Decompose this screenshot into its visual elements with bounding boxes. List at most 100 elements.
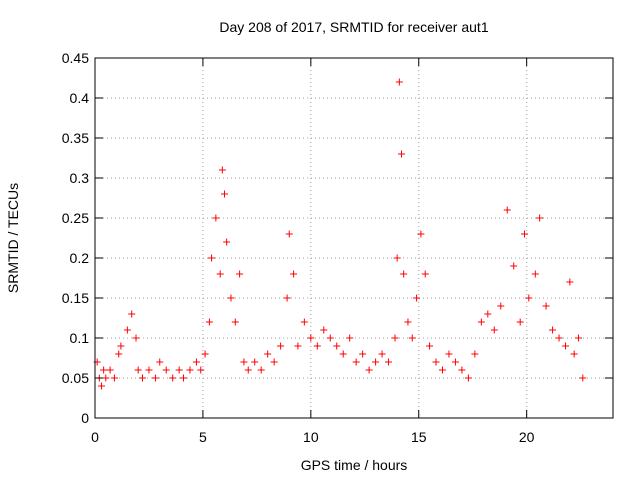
chart-title: Day 208 of 2017, SRMTID for receiver aut…: [219, 19, 488, 35]
data-point: [179, 374, 187, 382]
y-axis-label: SRMTID / TECUs: [5, 183, 21, 293]
data-point: [510, 262, 518, 270]
data-point: [352, 358, 360, 366]
data-point: [579, 374, 587, 382]
data-point: [208, 254, 216, 262]
data-point: [445, 350, 453, 358]
data-point: [128, 310, 136, 318]
y-tick-label: 0.05: [62, 370, 89, 386]
data-point: [490, 326, 498, 334]
data-point: [162, 366, 170, 374]
y-tick-label: 0.45: [62, 50, 89, 66]
x-tick-label: 10: [303, 429, 319, 445]
data-point: [257, 366, 265, 374]
data-point: [277, 342, 285, 350]
data-point: [397, 150, 405, 158]
data-point: [138, 374, 146, 382]
data-point: [186, 366, 194, 374]
axis-ticks: 0 0.05 0.1 0.15 0.2 0.25 0.3 0.35 0.4 0.45 0 5 10 15 2…: [62, 50, 613, 445]
data-point: [516, 318, 524, 326]
data-point: [132, 334, 140, 342]
data-point: [555, 334, 563, 342]
data-point: [201, 350, 209, 358]
data-point: [251, 358, 259, 366]
data-point: [426, 342, 434, 350]
data-point: [216, 270, 224, 278]
data-point: [123, 326, 131, 334]
data-point: [110, 374, 118, 382]
data-point: [205, 318, 213, 326]
data-point: [574, 334, 582, 342]
data-point: [270, 358, 278, 366]
data-point: [408, 334, 416, 342]
data-point: [300, 318, 308, 326]
data-point: [570, 350, 578, 358]
data-point: [339, 350, 347, 358]
data-point: [264, 350, 272, 358]
data-point: [365, 366, 373, 374]
data-point: [531, 270, 539, 278]
plot-frame: [94, 57, 614, 419]
data-point: [313, 342, 321, 350]
data-point: [169, 374, 177, 382]
data-point: [117, 342, 125, 350]
data-point: [294, 342, 302, 350]
data-point: [283, 294, 291, 302]
y-tick-label: 0.1: [70, 330, 90, 346]
data-point: [400, 270, 408, 278]
y-tick-label: 0: [81, 410, 89, 426]
data-point: [97, 382, 105, 390]
x-tick-label: 0: [91, 429, 99, 445]
data-point: [100, 366, 108, 374]
data-point: [197, 366, 205, 374]
data-point: [503, 206, 511, 214]
data-point: [438, 366, 446, 374]
x-tick-label: 5: [199, 429, 207, 445]
data-point: [471, 350, 479, 358]
grid: [95, 58, 613, 418]
data-point: [395, 78, 403, 86]
data-point: [359, 350, 367, 358]
data-point: [227, 294, 235, 302]
data-point: [458, 366, 466, 374]
data-point: [151, 374, 159, 382]
data-point: [145, 366, 153, 374]
data-point: [372, 358, 380, 366]
y-tick-label: 0.25: [62, 210, 89, 226]
data-point: [156, 358, 164, 366]
y-tick-label: 0.4: [70, 90, 90, 106]
data-point: [477, 318, 485, 326]
y-tick-label: 0.3: [70, 170, 90, 186]
data-point: [221, 190, 228, 198]
data-point: [542, 302, 550, 310]
data-point: [432, 358, 440, 366]
y-tick-label: 0.2: [70, 250, 90, 266]
data-point: [393, 254, 401, 262]
data-point: [244, 366, 252, 374]
data-point: [417, 230, 425, 238]
x-axis-label: GPS time / hours: [301, 457, 408, 473]
data-point: [290, 270, 298, 278]
y-tick-label: 0.35: [62, 130, 89, 146]
data-point: [175, 366, 183, 374]
data-point: [451, 358, 459, 366]
data-point: [192, 358, 200, 366]
data-point: [378, 350, 386, 358]
data-point: [134, 366, 142, 374]
data-series: [93, 78, 587, 390]
data-point: [413, 294, 421, 302]
x-tick-label: 15: [411, 429, 427, 445]
data-point: [464, 374, 472, 382]
data-point: [562, 342, 570, 350]
data-point: [115, 350, 123, 358]
data-point: [346, 334, 354, 342]
data-point: [497, 302, 505, 310]
data-point: [484, 310, 492, 318]
data-point: [421, 270, 429, 278]
data-point: [320, 326, 328, 334]
data-point: [525, 294, 533, 302]
data-point: [307, 334, 315, 342]
data-point: [285, 230, 293, 238]
